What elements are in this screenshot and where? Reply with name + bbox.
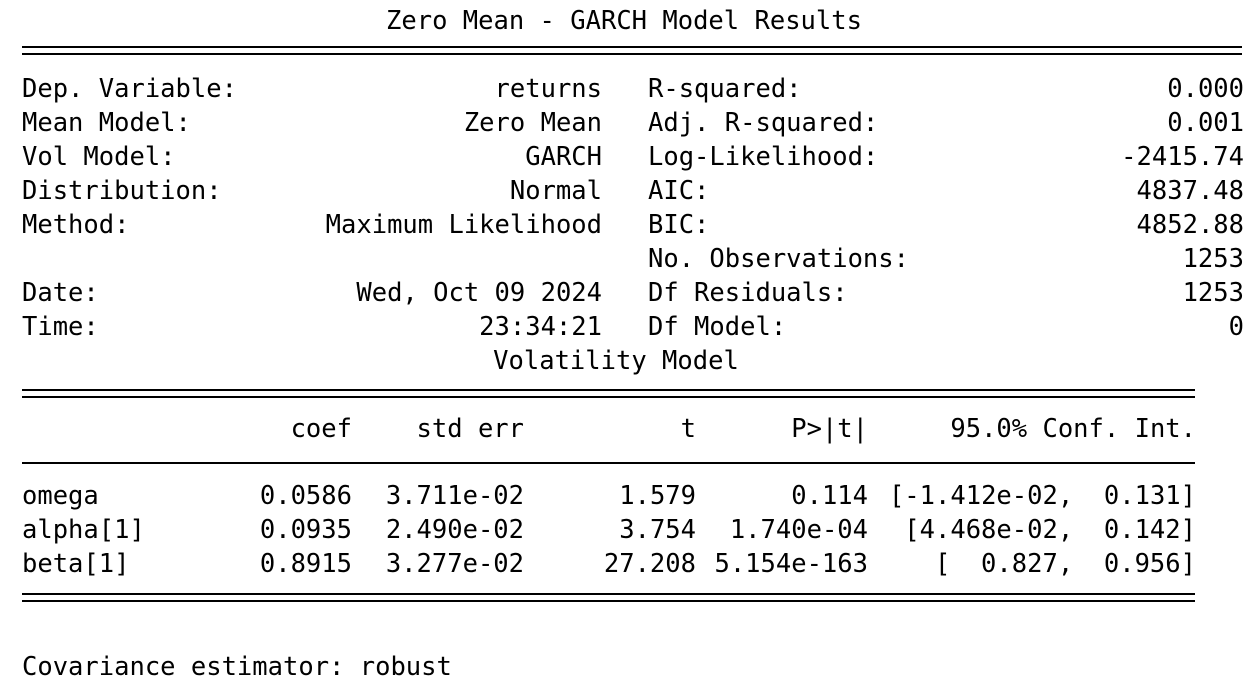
row-label: omega <box>22 481 99 511</box>
table-cell: 5.154e-163 <box>714 549 868 579</box>
summary-label: AIC: <box>648 176 710 206</box>
table-cell: 2.490e-02 <box>385 515 524 545</box>
table-cell: 0.114 <box>791 481 868 511</box>
summary-label: Adj. R-squared: <box>648 108 879 138</box>
table-cell: 0.0935 <box>259 515 352 545</box>
header-cell: coef <box>290 414 352 444</box>
summary-label: Df Residuals: <box>648 278 848 308</box>
summary-label: BIC: <box>648 210 710 240</box>
summary-value: 1253 <box>1182 278 1244 308</box>
double-separator <box>22 593 1195 602</box>
page-title: Zero Mean - GARCH Model Results <box>386 6 862 36</box>
table-cell: [4.468e-02, 0.142] <box>904 515 1196 545</box>
single-separator <box>22 462 1195 464</box>
summary-value: returns <box>494 74 602 104</box>
summary-value: 0.000 <box>1167 74 1244 104</box>
summary-label <box>22 242 322 276</box>
summary-label: Date: <box>22 278 99 308</box>
header-cell: 95.0% Conf. Int. <box>950 414 1196 444</box>
summary-value: 4837.48 <box>1136 176 1244 206</box>
double-separator <box>22 46 1242 55</box>
summary-value: Wed, Oct 09 2024 <box>356 278 602 308</box>
double-separator <box>22 389 1195 398</box>
summary-label: Time: <box>22 312 99 342</box>
header-cell: t <box>680 414 696 444</box>
summary-label: Mean Model: <box>22 108 191 138</box>
summary-value: Maximum Likelihood <box>325 210 602 240</box>
summary-label: Vol Model: <box>22 142 176 172</box>
table-cell: [-1.412e-02, 0.131] <box>888 481 1196 511</box>
summary-value: Normal <box>509 176 602 206</box>
table-cell: 0.0586 <box>259 481 352 511</box>
summary-value <box>300 242 602 276</box>
summary-label: Df Model: <box>648 312 787 342</box>
summary-label: Log-Likelihood: <box>648 142 879 172</box>
summary-value: 23:34:21 <box>479 312 602 342</box>
table-cell: 27.208 <box>603 549 696 579</box>
summary-value: -2415.74 <box>1121 142 1244 172</box>
table-cell: 3.277e-02 <box>385 549 524 579</box>
header-cell: P>|t| <box>791 414 868 444</box>
row-label: alpha[1] <box>22 515 145 545</box>
table-cell: [ 0.827, 0.956] <box>935 549 1196 579</box>
summary-label: Method: <box>22 210 130 240</box>
summary-value: 4852.88 <box>1136 210 1244 240</box>
table-cell: 0.8915 <box>259 549 352 579</box>
summary-value: 0 <box>1228 312 1244 342</box>
summary-value: 1253 <box>1182 244 1244 274</box>
table-cell: 3.754 <box>619 515 696 545</box>
summary-value: Zero Mean <box>463 108 602 138</box>
summary-label: No. Observations: <box>648 244 909 274</box>
table-cell: 3.711e-02 <box>385 481 524 511</box>
summary-value: GARCH <box>525 142 602 172</box>
table-cell: 1.740e-04 <box>729 515 868 545</box>
header-cell: std err <box>416 414 524 444</box>
covariance-note: Covariance estimator: robust <box>22 652 452 682</box>
row-label: beta[1] <box>22 549 130 579</box>
table-cell: 1.579 <box>619 481 696 511</box>
summary-value: 0.001 <box>1167 108 1244 138</box>
summary-label: Distribution: <box>22 176 222 206</box>
summary-label: Dep. Variable: <box>22 74 237 104</box>
summary-label: R-squared: <box>648 74 802 104</box>
section-title: Volatility Model <box>493 346 739 376</box>
